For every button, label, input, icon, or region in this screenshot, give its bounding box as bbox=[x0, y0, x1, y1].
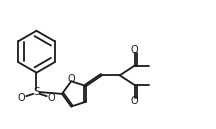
Text: O: O bbox=[131, 96, 138, 106]
Text: S: S bbox=[33, 87, 40, 97]
Text: O: O bbox=[67, 74, 75, 84]
Text: O: O bbox=[18, 93, 25, 103]
Text: O: O bbox=[131, 45, 138, 55]
Text: O: O bbox=[48, 93, 55, 103]
